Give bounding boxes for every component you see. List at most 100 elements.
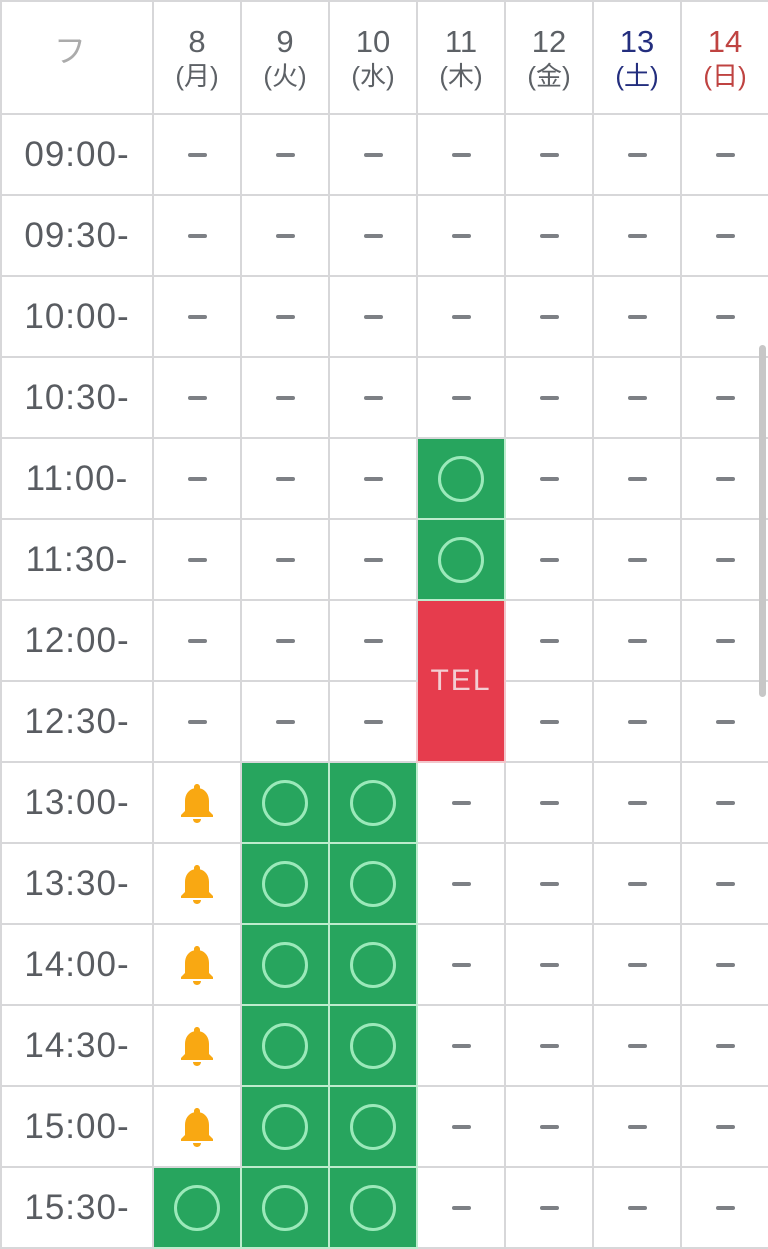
slot-available[interactable] <box>416 518 506 601</box>
slot-unavailable <box>504 680 594 763</box>
dash-icon <box>627 557 647 562</box>
day-number: 12 <box>531 24 567 59</box>
slot-unavailable <box>240 599 330 682</box>
slot-available[interactable] <box>328 1004 418 1087</box>
time-label: 13:00- <box>0 761 154 844</box>
slot-notify[interactable] <box>152 1085 242 1168</box>
dash-icon <box>275 233 295 238</box>
slot-phone-only: TEL <box>416 599 506 763</box>
slot-unavailable <box>328 275 418 358</box>
slot-unavailable <box>592 113 682 196</box>
dash-icon <box>187 557 207 562</box>
slot-available[interactable] <box>240 1085 330 1168</box>
slot-unavailable <box>240 680 330 763</box>
dash-icon <box>451 962 471 967</box>
dash-icon <box>715 557 735 562</box>
corner-mark: フ <box>54 33 87 69</box>
slot-available[interactable] <box>240 923 330 1006</box>
slot-unavailable <box>680 113 768 196</box>
slot-unavailable <box>592 923 682 1006</box>
time-label: 09:00- <box>0 113 154 196</box>
slot-unavailable <box>416 842 506 925</box>
slot-available[interactable] <box>240 761 330 844</box>
slot-unavailable <box>680 923 768 1006</box>
dash-icon <box>451 395 471 400</box>
slot-available[interactable] <box>416 437 506 520</box>
slot-unavailable <box>504 1085 594 1168</box>
slot-unavailable <box>592 1004 682 1087</box>
dash-icon <box>539 800 559 805</box>
slot-notify[interactable] <box>152 923 242 1006</box>
dash-icon <box>627 233 647 238</box>
slot-unavailable <box>328 437 418 520</box>
slot-available[interactable] <box>328 761 418 844</box>
slot-available[interactable] <box>240 842 330 925</box>
dash-icon <box>539 719 559 724</box>
day-header-10: 10 (水) <box>328 0 418 115</box>
bell-icon <box>181 1107 213 1147</box>
circle-outline-icon <box>350 779 396 826</box>
day-number: 13 <box>619 24 655 59</box>
dash-icon <box>187 476 207 481</box>
time-row-1130: 11:30- <box>0 518 768 601</box>
time-row-1330: 13:30- <box>0 842 768 925</box>
dash-icon <box>451 233 471 238</box>
day-weekday: (金) <box>527 61 571 92</box>
dash-icon <box>363 395 383 400</box>
slot-available[interactable] <box>328 1085 418 1168</box>
time-row-1000: 10:00- <box>0 275 768 358</box>
slot-available[interactable] <box>152 1166 242 1249</box>
slot-unavailable <box>592 1166 682 1249</box>
dash-icon <box>187 152 207 157</box>
dash-icon <box>627 395 647 400</box>
time-label: 10:30- <box>0 356 154 439</box>
slot-unavailable <box>328 599 418 682</box>
dash-icon <box>539 233 559 238</box>
slot-available[interactable] <box>240 1166 330 1249</box>
slot-unavailable <box>592 356 682 439</box>
vertical-scrollbar-thumb[interactable] <box>759 345 766 697</box>
day-weekday: (日) <box>703 61 747 92</box>
slot-notify[interactable] <box>152 1004 242 1087</box>
slot-unavailable <box>416 113 506 196</box>
dash-icon <box>451 314 471 319</box>
dash-icon <box>363 314 383 319</box>
dash-icon <box>627 476 647 481</box>
dash-icon <box>451 1043 471 1048</box>
slot-unavailable <box>504 923 594 1006</box>
dash-icon <box>715 962 735 967</box>
time-row-0930: 09:30- <box>0 194 768 277</box>
time-label: 09:30- <box>0 194 154 277</box>
slot-available[interactable] <box>328 923 418 1006</box>
dash-icon <box>187 638 207 643</box>
slot-unavailable <box>504 599 594 682</box>
slot-unavailable <box>416 194 506 277</box>
slot-unavailable <box>504 194 594 277</box>
slot-unavailable <box>504 1004 594 1087</box>
slot-unavailable <box>504 356 594 439</box>
day-number: 11 <box>444 24 478 59</box>
day-header-12: 12 (金) <box>504 0 594 115</box>
dash-icon <box>275 638 295 643</box>
slot-unavailable <box>680 1166 768 1249</box>
slot-unavailable <box>504 113 594 196</box>
dash-icon <box>363 152 383 157</box>
slot-unavailable <box>504 761 594 844</box>
dash-icon <box>451 1124 471 1129</box>
time-row-1030: 10:30- <box>0 356 768 439</box>
slot-notify[interactable] <box>152 761 242 844</box>
slot-notify[interactable] <box>152 842 242 925</box>
dash-icon <box>187 719 207 724</box>
slot-unavailable <box>328 680 418 763</box>
slot-available[interactable] <box>240 1004 330 1087</box>
slot-available[interactable] <box>328 1166 418 1249</box>
slot-unavailable <box>152 356 242 439</box>
dash-icon <box>715 638 735 643</box>
slot-unavailable <box>592 437 682 520</box>
bell-icon <box>181 783 213 823</box>
dash-icon <box>275 476 295 481</box>
day-weekday: (土) <box>615 61 659 92</box>
slot-available[interactable] <box>328 842 418 925</box>
slot-unavailable <box>680 356 768 439</box>
